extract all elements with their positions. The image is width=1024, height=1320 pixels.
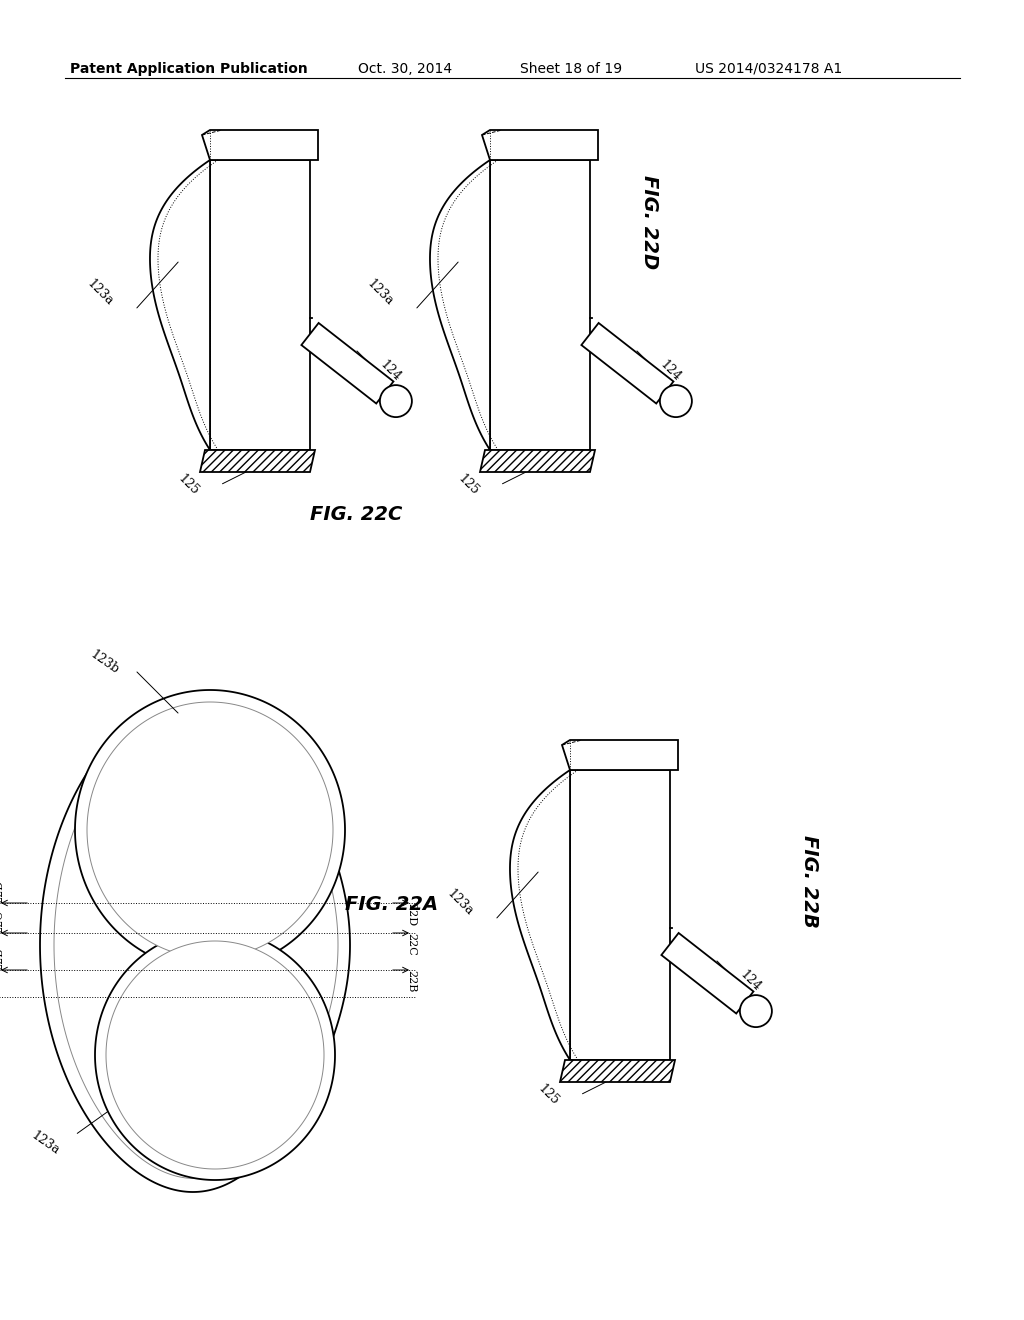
Text: 22C: 22C <box>406 933 416 956</box>
Polygon shape <box>95 931 335 1180</box>
Polygon shape <box>510 770 570 1060</box>
Text: FIG. 22B: FIG. 22B <box>800 836 819 928</box>
Polygon shape <box>40 698 350 1192</box>
Circle shape <box>740 995 772 1027</box>
Text: FIG. 22D: FIG. 22D <box>640 176 659 269</box>
Text: 124: 124 <box>377 358 403 384</box>
Text: 125: 125 <box>535 1082 561 1107</box>
Text: 22B: 22B <box>0 948 4 970</box>
Text: 124: 124 <box>657 358 683 384</box>
Circle shape <box>380 385 412 417</box>
Text: 123a: 123a <box>29 1129 61 1158</box>
Text: 22D: 22D <box>406 903 416 927</box>
Text: 123a: 123a <box>84 277 116 309</box>
Text: Sheet 18 of 19: Sheet 18 of 19 <box>520 62 623 77</box>
Polygon shape <box>570 770 670 1060</box>
Text: 22C: 22C <box>0 911 4 933</box>
Text: 123a: 123a <box>444 887 476 919</box>
Text: 125: 125 <box>455 473 481 498</box>
Polygon shape <box>662 933 754 1014</box>
Text: 22B: 22B <box>406 970 416 993</box>
Polygon shape <box>200 450 315 473</box>
Polygon shape <box>210 160 310 450</box>
Text: Patent Application Publication: Patent Application Publication <box>70 62 308 77</box>
Polygon shape <box>87 702 333 958</box>
Text: 123b: 123b <box>88 648 122 677</box>
Text: FIG. 22A: FIG. 22A <box>345 895 438 913</box>
Polygon shape <box>54 711 338 1179</box>
Polygon shape <box>560 1060 675 1082</box>
Text: Oct. 30, 2014: Oct. 30, 2014 <box>358 62 453 77</box>
Polygon shape <box>562 741 678 770</box>
Polygon shape <box>582 323 674 404</box>
Polygon shape <box>480 450 595 473</box>
Polygon shape <box>490 160 590 450</box>
Text: 125: 125 <box>175 473 201 498</box>
Polygon shape <box>75 690 345 970</box>
Text: 22D: 22D <box>0 880 4 903</box>
Polygon shape <box>430 160 490 450</box>
Text: 124: 124 <box>737 968 763 994</box>
Text: 123a: 123a <box>365 277 395 309</box>
Polygon shape <box>301 323 393 404</box>
Polygon shape <box>482 129 598 160</box>
Text: FIG. 22C: FIG. 22C <box>310 506 402 524</box>
Polygon shape <box>106 941 324 1170</box>
Circle shape <box>659 385 692 417</box>
Polygon shape <box>202 129 318 160</box>
Text: US 2014/0324178 A1: US 2014/0324178 A1 <box>695 62 843 77</box>
Polygon shape <box>150 160 210 450</box>
